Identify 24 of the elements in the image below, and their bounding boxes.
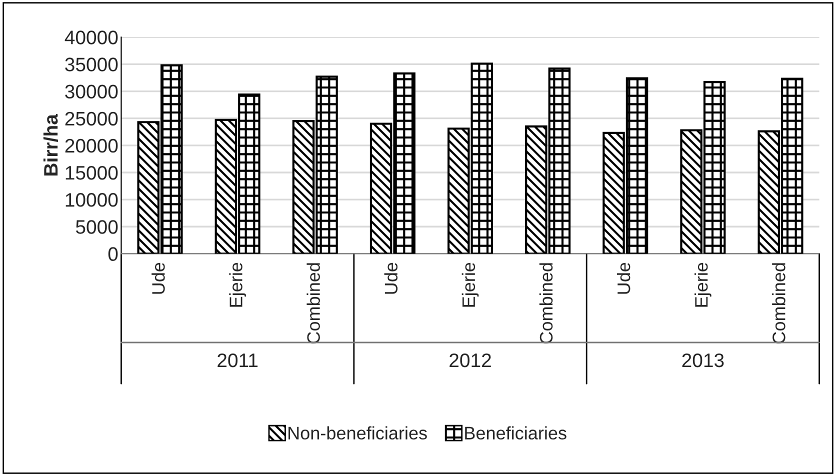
y-tick-label: 35000 (65, 58, 118, 72)
x-tick-label: Ude (384, 262, 398, 294)
y-tick-label: 15000 (66, 166, 118, 180)
x-tick-label: Combined (306, 263, 320, 344)
y-tick-label: 25000 (65, 112, 118, 126)
y-tick-label: 0 (108, 247, 118, 261)
x-tick-label: Ejerie (694, 262, 712, 307)
y-tick-label: 40000 (64, 30, 118, 44)
y-axis-title: Birr/ha (43, 114, 58, 176)
x-tick-label: Combined (772, 263, 786, 344)
y-tick-label: 30000 (65, 84, 118, 99)
x-tick-label: Ejerie (462, 262, 479, 307)
text: 2012 (450, 353, 491, 368)
legend-label: Non-beneficiaries (288, 426, 427, 440)
y-tick-label: 10000 (66, 193, 118, 207)
x-tick-label: Ude (616, 262, 630, 294)
x-tick-label: Ejerie (229, 262, 246, 307)
x-tick-label: Ude (152, 262, 165, 294)
y-tick-label: 20000 (65, 138, 118, 153)
text: 2013 (682, 353, 724, 368)
x-tick-label: Combined (539, 263, 553, 344)
legend-label: Beneficiaries (465, 426, 566, 440)
y-tick-label: 5000 (76, 220, 118, 234)
text: 2011 (218, 353, 258, 368)
